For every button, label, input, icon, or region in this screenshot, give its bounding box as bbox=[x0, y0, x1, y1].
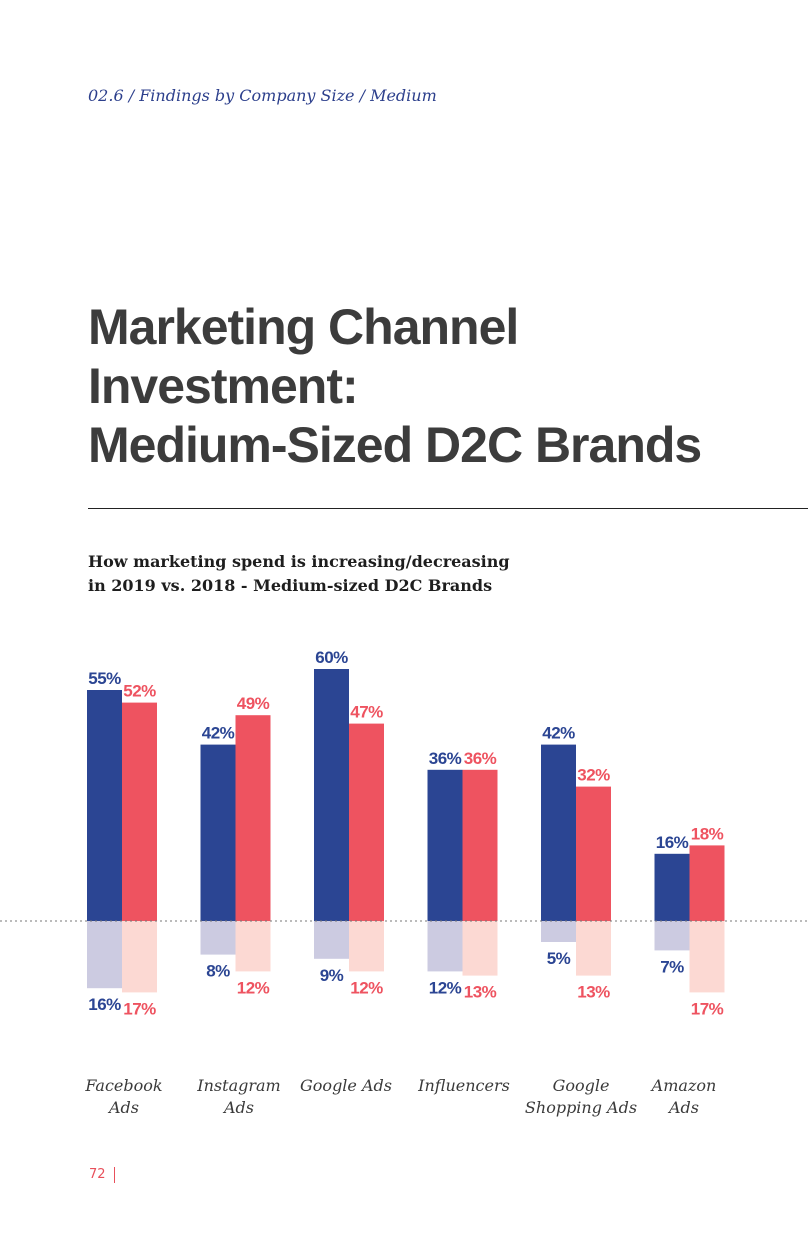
data-label-decrease-blue: 9% bbox=[320, 966, 344, 985]
bar-decrease-red bbox=[462, 921, 498, 976]
data-label-increase-red: 49% bbox=[237, 694, 270, 713]
bar-decrease-blue bbox=[541, 921, 576, 942]
bar-decrease-blue bbox=[314, 921, 349, 959]
category-label: Facebook bbox=[84, 1076, 162, 1095]
bar-increase-blue bbox=[200, 744, 236, 921]
title-divider bbox=[88, 508, 808, 509]
category-label: Google bbox=[553, 1076, 610, 1095]
data-label-decrease-red: 17% bbox=[123, 999, 156, 1018]
bar-decrease-red bbox=[349, 921, 384, 972]
bar-decrease-blue bbox=[200, 921, 236, 955]
category-label: Ads bbox=[667, 1098, 699, 1117]
category-label: Influencers bbox=[417, 1076, 510, 1095]
data-label-increase-blue: 60% bbox=[315, 648, 348, 667]
data-label-increase-blue: 42% bbox=[202, 724, 235, 743]
bar-decrease-red bbox=[235, 921, 271, 972]
category-label: Amazon bbox=[650, 1076, 717, 1095]
bar-decrease-blue bbox=[654, 921, 690, 951]
data-label-increase-blue: 36% bbox=[429, 749, 462, 768]
data-label-decrease-blue: 7% bbox=[660, 957, 684, 976]
category-label: Ads bbox=[107, 1098, 139, 1117]
data-label-decrease-blue: 8% bbox=[206, 962, 230, 981]
category-label: Shopping Ads bbox=[525, 1098, 637, 1117]
bar-decrease-red bbox=[576, 921, 611, 976]
bar-increase-red bbox=[122, 702, 157, 921]
bar-increase-red bbox=[235, 715, 271, 921]
bar-increase-blue bbox=[87, 690, 122, 921]
chart-subtitle-line-2: in 2019 vs. 2018 - Medium-sized D2C Bran… bbox=[88, 576, 493, 595]
data-label-decrease-red: 12% bbox=[237, 978, 270, 997]
bar-decrease-red bbox=[689, 921, 725, 993]
data-label-decrease-blue: 12% bbox=[429, 978, 462, 997]
data-label-increase-blue: 55% bbox=[88, 669, 121, 688]
data-label-decrease-red: 13% bbox=[577, 983, 610, 1002]
bar-decrease-blue bbox=[427, 921, 463, 972]
bar-increase-blue bbox=[427, 769, 463, 921]
bar-decrease-red bbox=[122, 921, 157, 993]
data-label-increase-red: 36% bbox=[464, 749, 497, 768]
bar-increase-blue bbox=[654, 853, 690, 921]
category-label: Ads bbox=[222, 1098, 254, 1117]
bar-decrease-blue bbox=[87, 921, 122, 989]
bar-increase-red bbox=[576, 786, 611, 921]
page-title-line-2: Investment: bbox=[88, 358, 359, 414]
data-label-increase-red: 18% bbox=[691, 824, 724, 843]
data-label-decrease-blue: 16% bbox=[88, 995, 121, 1014]
chart-subtitle: How marketing spend is increasing/decrea… bbox=[88, 550, 648, 598]
category-label: Google Ads bbox=[300, 1076, 392, 1095]
data-label-decrease-red: 12% bbox=[350, 978, 383, 997]
page-number: 72 bbox=[89, 1167, 106, 1182]
page-title: Marketing Channel Investment: Medium-Siz… bbox=[88, 298, 788, 475]
page-title-line-3: Medium-Sized D2C Brands bbox=[88, 417, 702, 473]
data-label-increase-red: 32% bbox=[577, 766, 610, 785]
data-label-increase-blue: 16% bbox=[656, 833, 689, 852]
bar-increase-blue bbox=[314, 669, 349, 921]
breadcrumb: 02.6 / Findings by Company Size / Medium bbox=[88, 86, 437, 105]
data-label-increase-red: 52% bbox=[123, 682, 156, 701]
data-label-decrease-red: 17% bbox=[691, 999, 724, 1018]
bar-increase-red bbox=[689, 845, 725, 921]
bar-increase-blue bbox=[541, 744, 576, 921]
page-number-divider bbox=[114, 1167, 115, 1183]
bar-increase-red bbox=[349, 723, 384, 921]
data-label-decrease-red: 13% bbox=[464, 983, 497, 1002]
bar-increase-red bbox=[462, 769, 498, 921]
data-label-increase-red: 47% bbox=[350, 703, 383, 722]
chart-subtitle-line-1: How marketing spend is increasing/decrea… bbox=[88, 552, 510, 571]
data-label-increase-blue: 42% bbox=[542, 724, 575, 743]
page-title-line-1: Marketing Channel bbox=[88, 299, 519, 355]
data-label-decrease-blue: 5% bbox=[547, 949, 571, 968]
category-label: Instagram bbox=[196, 1076, 280, 1095]
